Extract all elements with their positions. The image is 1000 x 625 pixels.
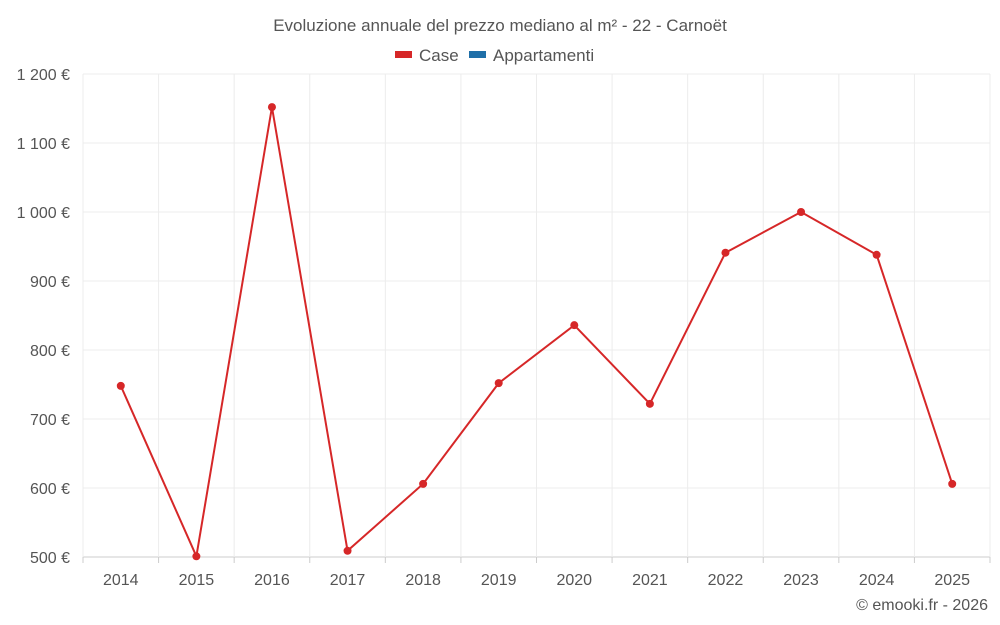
x-tick-label: 2020 [556,572,592,589]
legend-swatch-appartamenti [469,51,486,58]
legend-item-appartamenti[interactable]: Appartamenti [469,46,594,65]
data-point[interactable] [116,381,125,390]
data-point[interactable] [797,208,806,216]
legend: Case Appartamenti [395,46,594,65]
legend-label-appartamenti: Appartamenti [493,46,594,65]
data-point[interactable] [343,546,352,555]
x-tick-label: 2016 [254,572,290,589]
credit-text: © emooki.fr - 2026 [856,597,988,614]
x-tick-label: 2015 [179,572,215,589]
x-tick-label: 2021 [632,572,668,589]
data-point[interactable] [872,250,881,259]
data-point[interactable] [494,379,503,388]
x-tick-label: 2025 [934,572,970,589]
data-point[interactable] [419,479,428,488]
data-point[interactable] [192,552,201,561]
y-tick-label: 1 100 € [17,136,70,153]
y-tick-label: 900 € [30,274,70,291]
chart-title: Evoluzione annuale del prezzo mediano al… [273,16,727,35]
legend-label-case: Case [419,46,459,65]
y-tick-label: 600 € [30,481,70,498]
data-point[interactable] [267,103,276,112]
series-line-case [119,106,954,560]
x-tick-label: 2014 [103,572,139,589]
y-tick-label: 800 € [30,343,70,360]
legend-item-case[interactable]: Case [395,46,459,65]
y-tick-label: 700 € [30,412,70,429]
x-tick-label: 2018 [405,572,441,589]
data-point[interactable] [645,399,654,408]
x-tick-label: 2017 [330,572,366,589]
x-tick-label: 2024 [859,572,895,589]
data-point[interactable] [721,248,730,257]
data-point[interactable] [570,321,579,330]
y-tick-label: 1 000 € [17,205,70,222]
x-tick-label: 2023 [783,572,819,589]
data-point[interactable] [948,479,957,488]
y-tick-label: 500 € [30,550,70,567]
y-tick-label: 1 200 € [17,67,70,84]
x-tick-label: 2019 [481,572,517,589]
x-tick-label: 2022 [708,572,744,589]
legend-swatch-case [395,51,412,58]
